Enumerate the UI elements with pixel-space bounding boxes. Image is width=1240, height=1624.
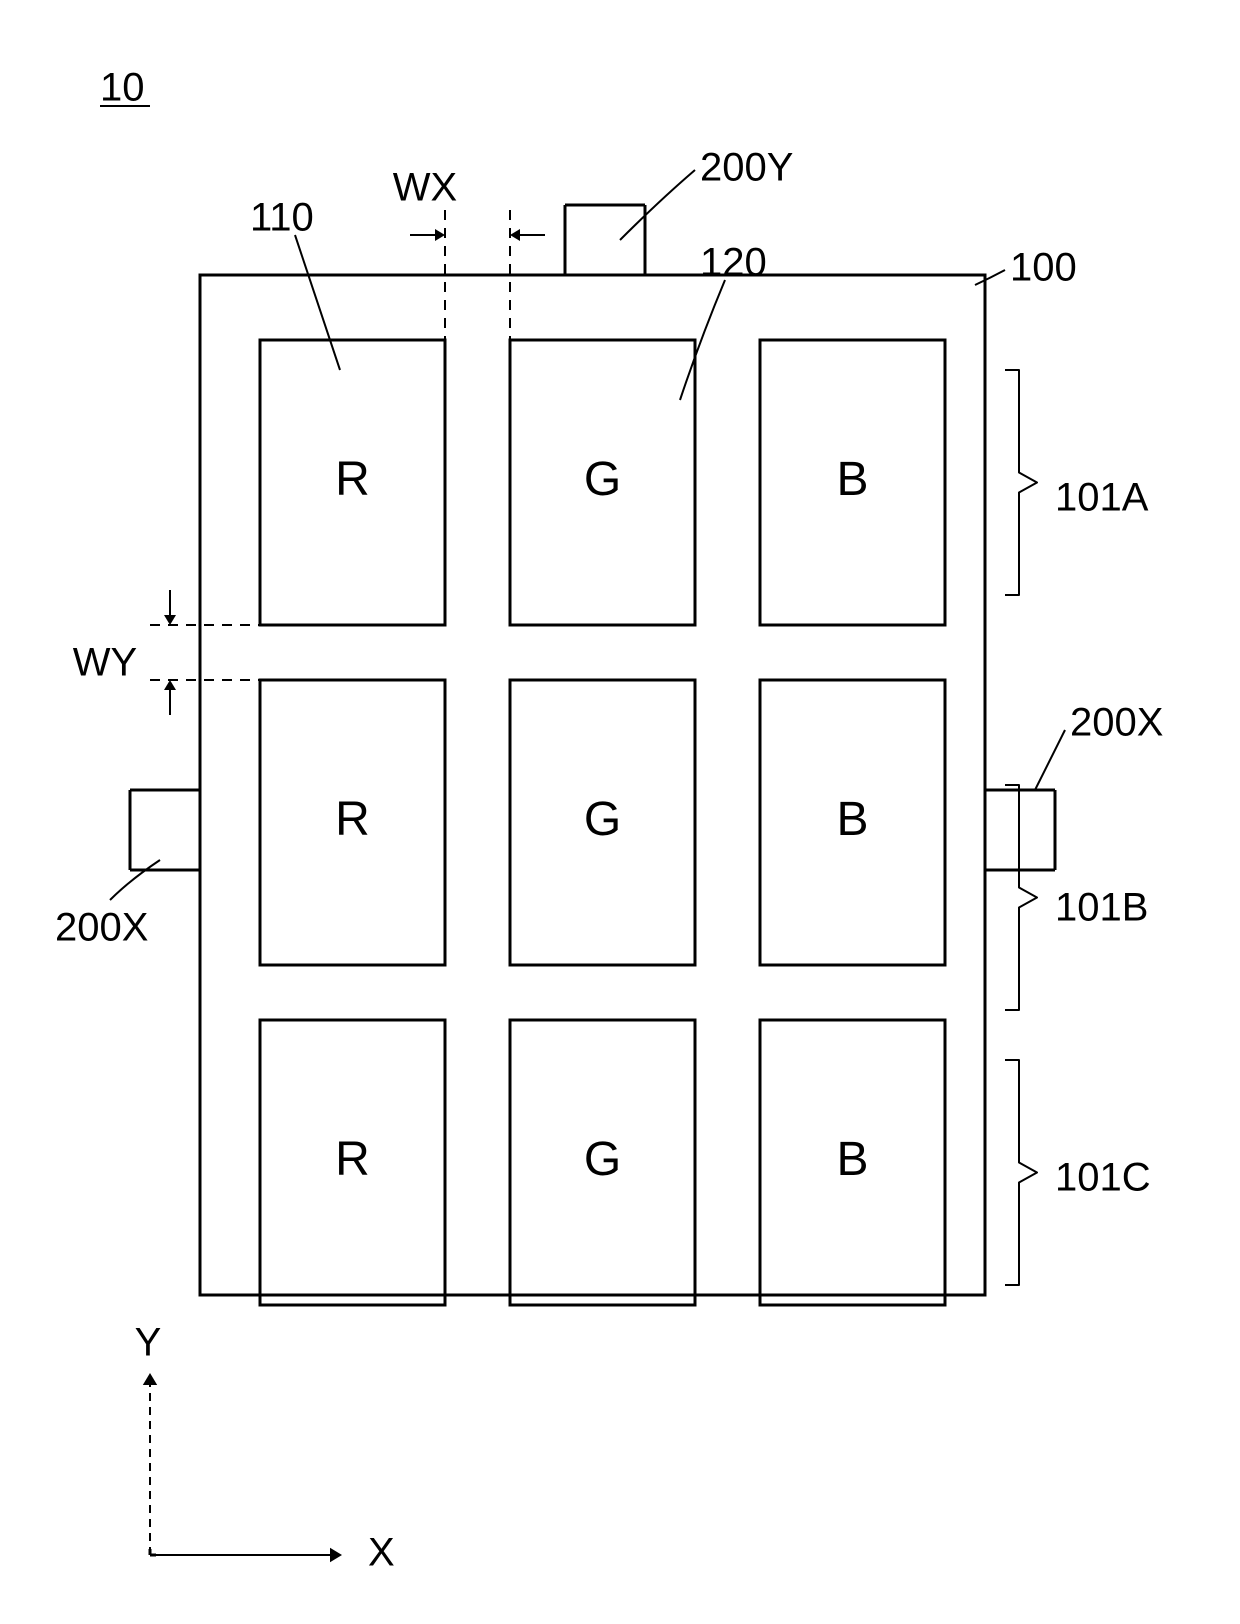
svg-text:101A: 101A xyxy=(1055,476,1149,520)
svg-text:G: G xyxy=(584,453,621,506)
svg-text:Y: Y xyxy=(135,1321,162,1365)
svg-text:B: B xyxy=(836,793,868,846)
svg-text:R: R xyxy=(335,453,370,506)
svg-text:100: 100 xyxy=(1010,246,1077,290)
svg-text:B: B xyxy=(836,1133,868,1186)
svg-text:R: R xyxy=(335,793,370,846)
svg-text:R: R xyxy=(335,1133,370,1186)
svg-text:G: G xyxy=(584,1133,621,1186)
svg-text:10: 10 xyxy=(100,66,145,110)
svg-text:110: 110 xyxy=(250,196,314,240)
svg-text:G: G xyxy=(584,793,621,846)
svg-text:200X: 200X xyxy=(1070,701,1163,745)
svg-text:200X: 200X xyxy=(55,906,148,950)
svg-text:WY: WY xyxy=(73,641,137,685)
svg-text:B: B xyxy=(836,453,868,506)
svg-text:200Y: 200Y xyxy=(700,146,793,190)
svg-text:101B: 101B xyxy=(1055,886,1148,930)
svg-text:120: 120 xyxy=(700,241,767,285)
svg-text:X: X xyxy=(368,1531,395,1575)
svg-text:WX: WX xyxy=(393,166,457,210)
svg-text:101C: 101C xyxy=(1055,1156,1151,1200)
